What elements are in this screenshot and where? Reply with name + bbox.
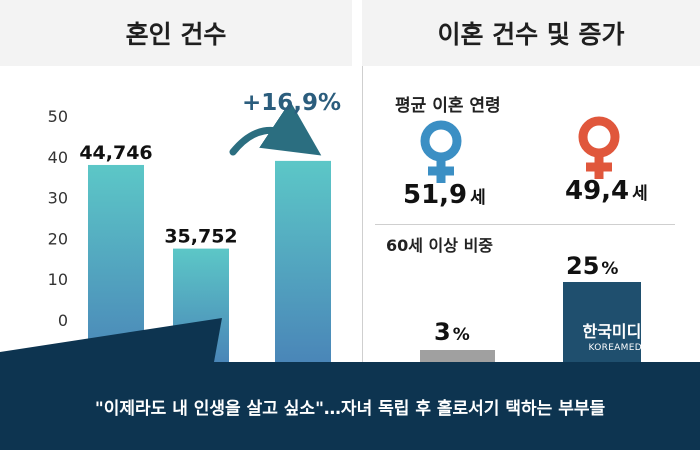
bar-3 (275, 160, 331, 362)
over60-unit-after: % (601, 259, 619, 279)
growth-arrow-icon (229, 101, 322, 156)
bar-2-label: 35,752 (164, 226, 237, 248)
growth-annotation: +16,9% (242, 90, 341, 116)
bar-1 (88, 164, 144, 362)
y-tick-20: 20 (48, 229, 68, 248)
bar-value-labels: 44,746 35,752 (79, 142, 237, 248)
bar-1-label: 44,746 (79, 142, 152, 164)
bars (88, 160, 331, 362)
over60-label-after: 25% (566, 252, 618, 280)
female-symbol-icon (420, 120, 462, 183)
divorce-title: 이혼 건수 및 증가 (437, 20, 625, 49)
y-tick-30: 30 (48, 189, 68, 208)
y-tick-0: 0 (58, 311, 68, 330)
y-axis-ticks: 0 10 20 30 40 50 (48, 107, 68, 330)
bar-2 (173, 248, 229, 362)
marriage-panel-title: 혼인 건수 (0, 0, 352, 66)
watermark-name: 한국미디어일보 (582, 322, 686, 341)
male-age-value: 49,4 (565, 176, 630, 206)
female-age-value: 51,9 (403, 180, 468, 210)
section-divider (375, 224, 675, 225)
y-tick-10: 10 (48, 270, 68, 289)
y-tick-40: 40 (48, 148, 68, 167)
panel-divider (362, 66, 363, 366)
y-tick-50: 50 (48, 107, 68, 126)
over60-label-before: 3% (434, 318, 470, 346)
over60-unit-before: % (452, 325, 470, 345)
marriage-bar-chart: 0 10 20 30 40 50 44,746 35,752 +16,9% (48, 90, 341, 362)
male-avg-age: 49,4 세 (565, 176, 648, 206)
male-age-unit: 세 (632, 184, 648, 204)
female-age-unit: 세 (470, 188, 486, 208)
marriage-title: 혼인 건수 (125, 20, 227, 49)
avg-age-title: 평균 이혼 연령 (395, 96, 501, 116)
over60-bar-before (420, 350, 495, 362)
male-symbol-icon (578, 116, 620, 179)
over60-share-title: 60세 이상 비중 (386, 236, 494, 255)
headline-caption: "이제라도 내 인생을 살고 싶소"…자녀 독립 후 홀로서기 택하는 부부들 (0, 362, 700, 450)
female-avg-age: 51,9 세 (403, 180, 486, 210)
over60-value-before: 3 (434, 318, 451, 346)
over60-value-after: 25 (566, 252, 600, 280)
watermark-subname: KOREAMEDIATIMES (588, 343, 680, 353)
over60-bar-after (563, 282, 641, 362)
divorce-panel-title: 이혼 건수 및 증가 (362, 0, 700, 66)
watermark-logo: 한국미디어일보 KOREAMEDIATIMES (578, 318, 690, 353)
